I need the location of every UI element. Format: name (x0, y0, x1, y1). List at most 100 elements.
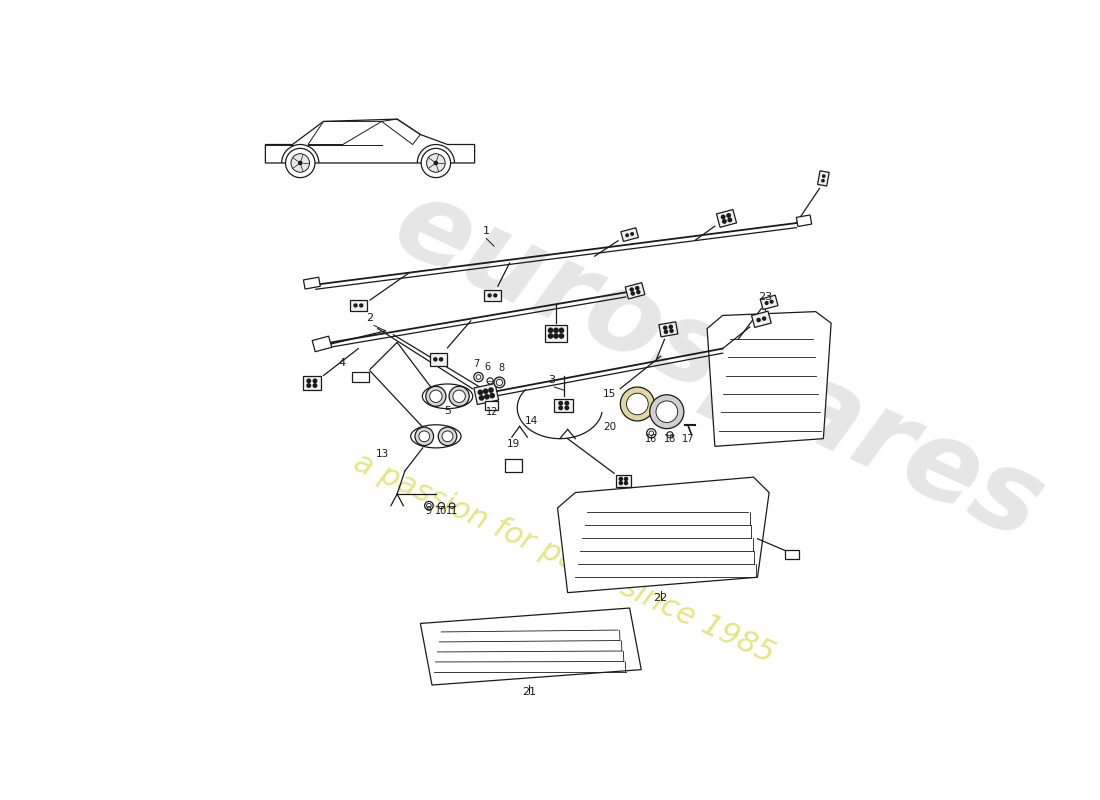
Circle shape (449, 386, 470, 406)
Circle shape (286, 148, 315, 178)
Circle shape (554, 328, 558, 333)
Circle shape (549, 328, 552, 333)
Circle shape (636, 286, 639, 290)
Circle shape (728, 218, 732, 222)
Bar (760, 295, 778, 310)
Circle shape (549, 334, 552, 338)
Circle shape (631, 233, 634, 235)
Circle shape (476, 374, 481, 379)
Circle shape (565, 406, 569, 410)
Circle shape (626, 234, 628, 237)
Circle shape (620, 387, 654, 421)
Circle shape (478, 390, 483, 394)
Circle shape (484, 389, 487, 394)
Bar (817, 170, 829, 186)
Circle shape (670, 330, 673, 332)
Text: 22: 22 (653, 593, 668, 602)
Circle shape (427, 503, 431, 508)
Circle shape (438, 502, 444, 509)
Bar (546, 325, 566, 342)
Circle shape (619, 482, 623, 485)
Circle shape (433, 358, 437, 361)
Circle shape (442, 431, 453, 442)
Text: 20: 20 (604, 422, 617, 433)
Circle shape (360, 304, 363, 307)
Circle shape (822, 179, 824, 182)
Bar (785, 550, 800, 558)
Circle shape (664, 330, 668, 334)
Circle shape (770, 300, 773, 303)
Circle shape (554, 334, 558, 338)
Circle shape (314, 379, 317, 382)
Circle shape (485, 394, 490, 399)
Polygon shape (707, 311, 832, 446)
Circle shape (426, 386, 446, 406)
Text: 8: 8 (498, 363, 504, 373)
Text: 19: 19 (507, 438, 520, 449)
Circle shape (307, 379, 310, 382)
Text: 2: 2 (366, 313, 374, 323)
Circle shape (627, 394, 648, 414)
Circle shape (766, 302, 768, 304)
Circle shape (298, 161, 302, 166)
Text: 17: 17 (682, 434, 694, 444)
Polygon shape (420, 608, 641, 685)
Bar (304, 278, 320, 289)
Bar (796, 215, 812, 226)
Circle shape (290, 154, 309, 172)
Circle shape (496, 379, 503, 386)
Bar (616, 475, 631, 487)
Text: 16: 16 (646, 434, 658, 444)
Text: 14: 14 (525, 415, 538, 426)
Circle shape (669, 326, 672, 328)
Text: 10: 10 (436, 506, 448, 516)
Circle shape (559, 402, 562, 405)
Circle shape (488, 388, 493, 392)
Circle shape (419, 431, 430, 442)
Bar (352, 372, 370, 382)
Text: 13: 13 (376, 450, 389, 459)
Polygon shape (558, 477, 769, 593)
Polygon shape (265, 119, 474, 163)
Circle shape (663, 326, 667, 330)
Bar (620, 228, 638, 242)
Circle shape (307, 384, 310, 387)
Circle shape (474, 373, 483, 382)
Ellipse shape (422, 384, 473, 409)
Bar (485, 402, 498, 410)
Circle shape (433, 161, 438, 166)
Bar (430, 353, 447, 366)
Circle shape (427, 154, 446, 172)
Circle shape (487, 378, 493, 384)
Circle shape (667, 432, 673, 438)
Text: 1: 1 (483, 226, 490, 236)
Circle shape (494, 294, 497, 297)
Circle shape (619, 478, 623, 481)
Circle shape (559, 334, 563, 338)
Circle shape (421, 148, 451, 178)
Bar (350, 300, 367, 311)
Circle shape (722, 215, 725, 218)
Circle shape (757, 318, 760, 322)
Text: 21: 21 (521, 686, 536, 697)
Ellipse shape (410, 425, 461, 448)
Bar (474, 383, 498, 405)
Circle shape (430, 390, 442, 402)
Text: 23: 23 (758, 292, 772, 302)
Text: 12: 12 (485, 407, 498, 417)
Circle shape (723, 220, 726, 223)
Text: 9: 9 (426, 506, 432, 516)
Circle shape (565, 402, 569, 405)
Circle shape (425, 502, 433, 510)
Circle shape (647, 429, 656, 438)
Text: 15: 15 (603, 390, 616, 399)
Bar (505, 459, 521, 472)
Circle shape (490, 394, 494, 398)
Bar (484, 290, 500, 302)
Circle shape (559, 328, 563, 333)
Bar (751, 311, 771, 327)
Circle shape (823, 175, 825, 178)
Bar (716, 210, 737, 227)
Circle shape (649, 431, 653, 435)
Circle shape (494, 377, 505, 388)
